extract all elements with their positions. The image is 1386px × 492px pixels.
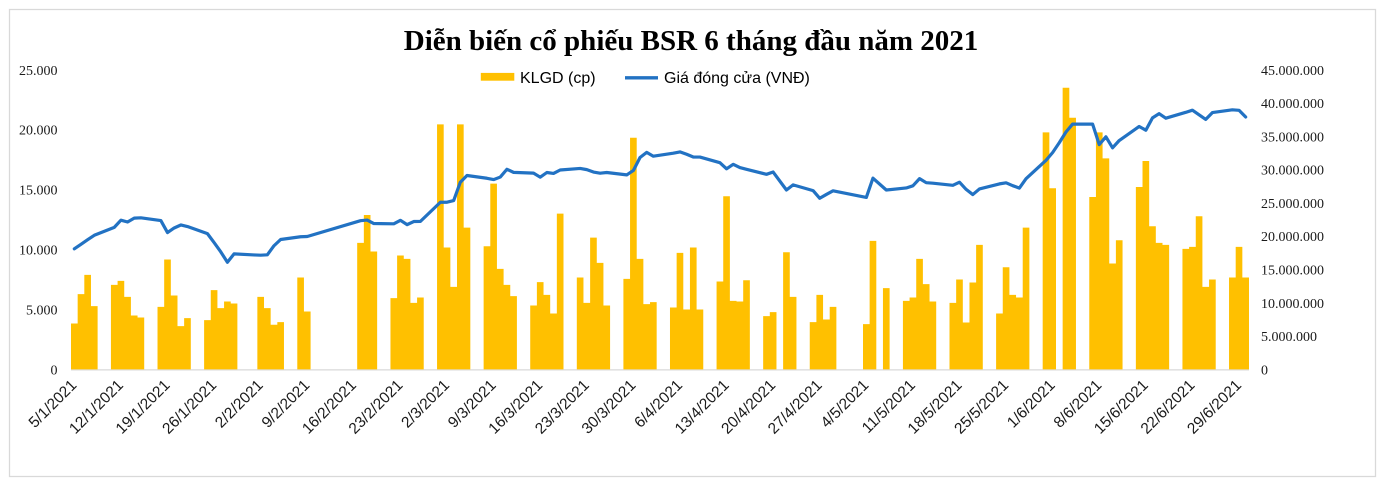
svg-text:0: 0 bbox=[51, 363, 58, 378]
svg-text:30.000.000: 30.000.000 bbox=[1261, 164, 1324, 179]
svg-text:Giá đóng cửa (VNĐ): Giá đóng cửa (VNĐ) bbox=[664, 70, 810, 87]
svg-text:Diễn biến cổ phiếu BSR 6 tháng: Diễn biến cổ phiếu BSR 6 tháng đầu năm 2… bbox=[404, 25, 979, 57]
svg-text:10.000.000: 10.000.000 bbox=[1261, 297, 1324, 312]
svg-text:10.000: 10.000 bbox=[19, 244, 58, 259]
svg-text:20.000: 20.000 bbox=[19, 124, 58, 139]
svg-text:5.000: 5.000 bbox=[26, 304, 58, 319]
svg-text:20.000.000: 20.000.000 bbox=[1261, 230, 1324, 245]
svg-text:35.000.000: 35.000.000 bbox=[1261, 130, 1324, 145]
svg-text:25.000.000: 25.000.000 bbox=[1261, 197, 1324, 212]
svg-text:KLGD (cp): KLGD (cp) bbox=[520, 70, 596, 87]
svg-text:15.000: 15.000 bbox=[19, 184, 58, 199]
svg-text:25.000: 25.000 bbox=[19, 64, 58, 79]
svg-text:40.000.000: 40.000.000 bbox=[1261, 97, 1324, 112]
svg-text:15.000.000: 15.000.000 bbox=[1261, 264, 1324, 279]
svg-text:45.000.000: 45.000.000 bbox=[1261, 64, 1324, 79]
svg-text:0: 0 bbox=[1261, 363, 1268, 378]
svg-text:5.000.000: 5.000.000 bbox=[1261, 330, 1317, 345]
